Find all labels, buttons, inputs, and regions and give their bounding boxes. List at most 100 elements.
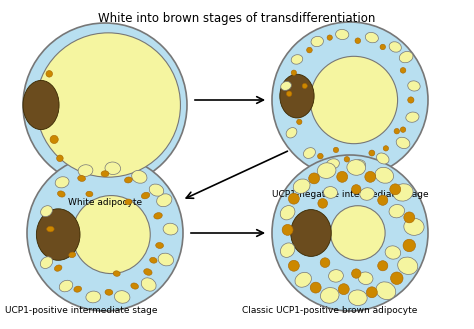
Circle shape: [320, 258, 330, 267]
Circle shape: [318, 198, 328, 208]
Circle shape: [333, 147, 338, 153]
Circle shape: [302, 83, 307, 89]
Circle shape: [408, 97, 414, 103]
Ellipse shape: [74, 286, 82, 292]
Ellipse shape: [125, 199, 132, 205]
Ellipse shape: [317, 163, 336, 178]
Ellipse shape: [303, 148, 315, 159]
Ellipse shape: [358, 272, 373, 285]
Circle shape: [401, 127, 406, 132]
Ellipse shape: [280, 206, 295, 220]
Ellipse shape: [396, 137, 410, 149]
Ellipse shape: [154, 213, 162, 219]
Circle shape: [338, 284, 349, 295]
Ellipse shape: [57, 191, 65, 197]
Circle shape: [327, 35, 332, 40]
Ellipse shape: [131, 283, 138, 289]
Ellipse shape: [280, 74, 314, 118]
Ellipse shape: [86, 291, 100, 303]
Ellipse shape: [360, 188, 374, 200]
Circle shape: [369, 150, 375, 156]
Ellipse shape: [59, 280, 73, 292]
Ellipse shape: [281, 82, 292, 90]
Circle shape: [310, 282, 321, 293]
Circle shape: [288, 193, 299, 204]
Ellipse shape: [353, 160, 365, 170]
Text: White into brown stages of transdifferentiation: White into brown stages of transdifferen…: [98, 12, 376, 25]
Ellipse shape: [280, 243, 295, 257]
Ellipse shape: [125, 177, 132, 183]
Ellipse shape: [291, 55, 303, 64]
Circle shape: [366, 287, 377, 298]
Circle shape: [352, 185, 361, 194]
Circle shape: [383, 146, 389, 151]
Ellipse shape: [23, 23, 187, 187]
Ellipse shape: [114, 291, 130, 303]
Ellipse shape: [399, 51, 413, 63]
Ellipse shape: [365, 33, 378, 43]
Ellipse shape: [40, 257, 53, 268]
Text: UCP1-positive intermediate stage: UCP1-positive intermediate stage: [5, 306, 157, 315]
Ellipse shape: [23, 80, 59, 130]
Text: White adipocyte: White adipocyte: [68, 198, 142, 207]
Ellipse shape: [156, 194, 172, 207]
Circle shape: [46, 70, 53, 77]
Ellipse shape: [113, 271, 120, 276]
Ellipse shape: [69, 252, 76, 258]
Ellipse shape: [385, 246, 401, 259]
Ellipse shape: [323, 187, 337, 198]
Ellipse shape: [27, 155, 183, 311]
Ellipse shape: [398, 257, 418, 274]
Circle shape: [403, 239, 416, 252]
Circle shape: [337, 171, 347, 182]
Ellipse shape: [55, 265, 62, 271]
Ellipse shape: [163, 223, 178, 235]
Ellipse shape: [348, 290, 367, 306]
Ellipse shape: [336, 29, 349, 39]
Ellipse shape: [78, 175, 85, 181]
Ellipse shape: [320, 288, 339, 303]
Ellipse shape: [310, 56, 398, 144]
Circle shape: [307, 47, 312, 53]
Ellipse shape: [328, 270, 343, 282]
Circle shape: [400, 67, 406, 73]
Ellipse shape: [404, 218, 424, 235]
Ellipse shape: [55, 177, 69, 188]
Text: UCP1-negative intermediate stage: UCP1-negative intermediate stage: [272, 190, 428, 199]
Ellipse shape: [375, 167, 393, 183]
Ellipse shape: [158, 253, 173, 266]
Ellipse shape: [286, 128, 297, 138]
Circle shape: [288, 260, 299, 271]
Ellipse shape: [141, 192, 150, 199]
Ellipse shape: [36, 33, 181, 177]
Circle shape: [365, 171, 376, 182]
Circle shape: [378, 261, 388, 271]
Ellipse shape: [149, 184, 164, 196]
Circle shape: [309, 173, 319, 184]
Ellipse shape: [144, 269, 152, 275]
Ellipse shape: [376, 153, 389, 164]
Circle shape: [355, 38, 361, 43]
Circle shape: [344, 157, 350, 162]
Ellipse shape: [406, 112, 419, 122]
Ellipse shape: [41, 206, 53, 216]
Ellipse shape: [326, 159, 339, 169]
Ellipse shape: [105, 289, 113, 295]
Ellipse shape: [132, 170, 147, 183]
Circle shape: [318, 153, 323, 159]
Ellipse shape: [78, 165, 93, 176]
Ellipse shape: [389, 205, 405, 218]
Ellipse shape: [36, 209, 80, 260]
Ellipse shape: [408, 81, 420, 91]
Circle shape: [378, 195, 388, 205]
Ellipse shape: [272, 22, 428, 178]
Ellipse shape: [376, 282, 396, 300]
Circle shape: [286, 91, 292, 96]
Ellipse shape: [293, 179, 310, 193]
Ellipse shape: [330, 206, 385, 260]
Text: Classic UCP1-positive brown adipocyte: Classic UCP1-positive brown adipocyte: [242, 306, 418, 315]
Circle shape: [404, 212, 415, 223]
Circle shape: [297, 119, 302, 124]
Ellipse shape: [86, 191, 93, 197]
Ellipse shape: [101, 171, 109, 177]
